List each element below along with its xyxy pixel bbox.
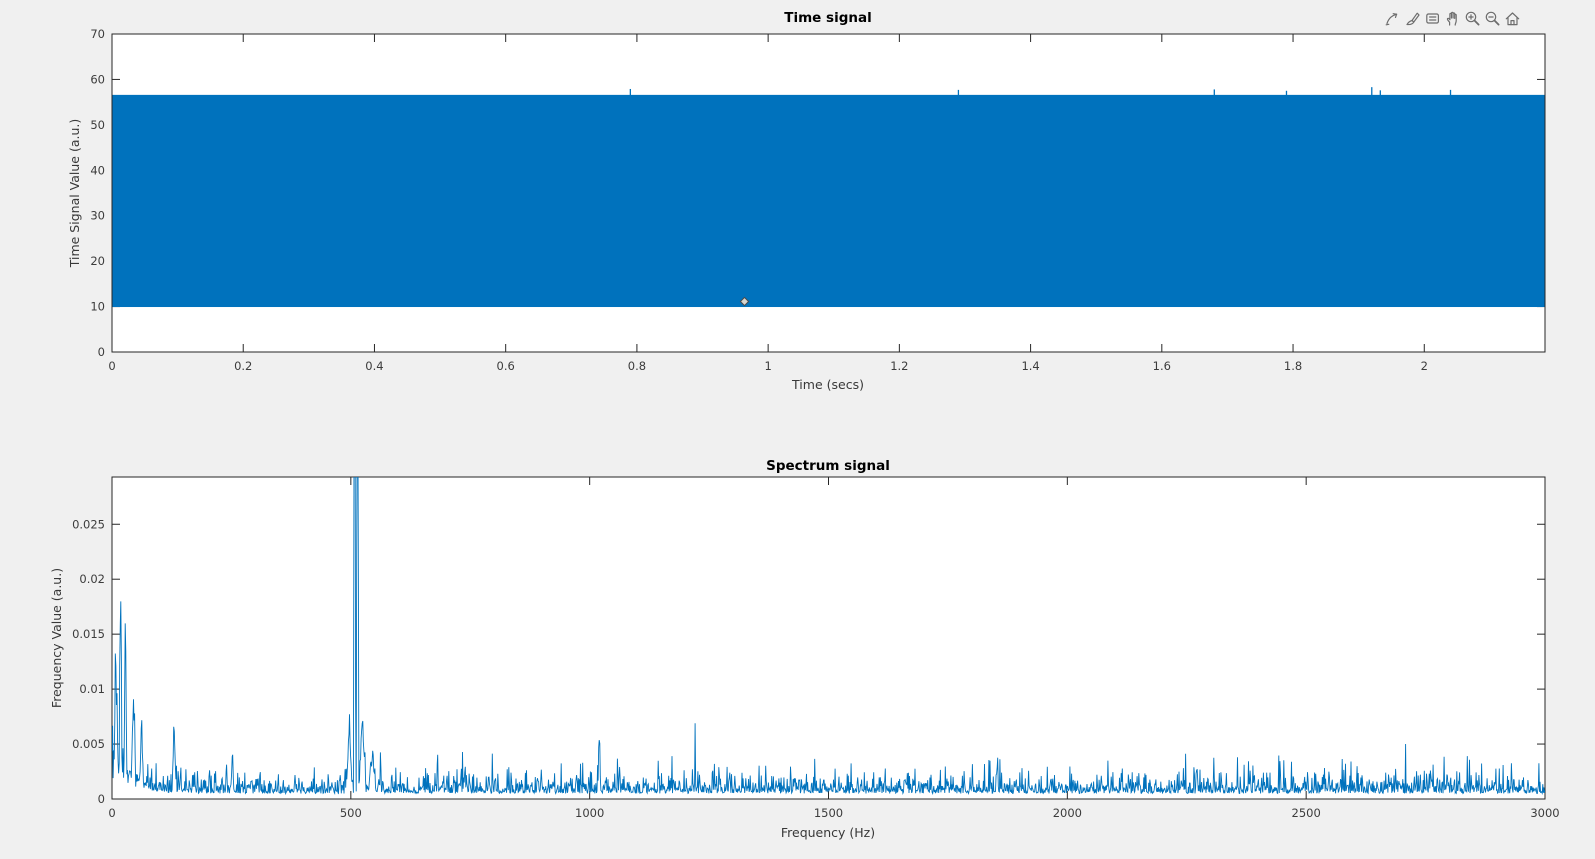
zoom-out-icon [1485, 11, 1499, 26]
time-x-axis-label: Time (secs) [791, 377, 864, 392]
axes-box [111, 476, 1546, 800]
time-y-axis-label: Time Signal Value (a.u.) [67, 119, 82, 269]
tick-labels: 0 0.2 0.4 0.6 0.8 1 1.2 1.4 1.6 1.8 20102030405060… [90, 27, 1428, 373]
y-tick-label: 0 [98, 792, 105, 806]
spectrum-y-axis-label: Frequency Value (a.u.) [49, 568, 64, 708]
time-signal-plot-area: 0 0.2 0.4 0.6 0.8 1 1.2 1.4 1.6 1.8 20102030405060… [90, 27, 1546, 373]
restore-view-button[interactable] [1503, 9, 1521, 28]
x-tick-label: 0.2 [234, 359, 252, 373]
y-tick-label: 0.005 [72, 737, 105, 751]
pan-button[interactable] [1443, 9, 1461, 28]
y-tick-label: 10 [90, 300, 105, 314]
x-tick-label: 0.6 [497, 359, 515, 373]
time-signal-spikes [629, 87, 1452, 96]
x-tick-label: 500 [340, 806, 362, 820]
spectrum-line [112, 477, 1545, 796]
brush-icon [1405, 12, 1420, 26]
y-tick-label: 0.025 [72, 517, 105, 531]
y-tick-label: 20 [90, 254, 105, 268]
y-tick-label: 60 [90, 72, 105, 86]
y-tick-label: 70 [90, 27, 105, 41]
data-tips-icon [1425, 13, 1439, 24]
y-tick-label: 50 [90, 118, 105, 132]
y-tick-label: 0.01 [79, 682, 105, 696]
y-tick-label: 30 [90, 209, 105, 223]
spectrum-signal-chart[interactable]: 0 500 1000 1500 2000 2500 3000 0 0.005 0.01 0.015 0… [0, 440, 1595, 859]
y-tick-label: 0 [98, 345, 105, 359]
pan-icon [1446, 11, 1457, 26]
x-tick-label: 1500 [814, 806, 843, 820]
x-tick-label: 2000 [1053, 806, 1082, 820]
axes-box [111, 33, 1546, 353]
spectrum-chart-title: Spectrum signal [766, 458, 890, 474]
x-tick-label: 2 [1421, 359, 1428, 373]
x-tick-label: 3000 [1530, 806, 1559, 820]
zoom-in-icon [1465, 11, 1479, 26]
y-tick-label: 0.015 [72, 627, 105, 641]
axes-toolbar [1383, 8, 1521, 29]
export-icon [1385, 13, 1397, 26]
export-button[interactable] [1383, 9, 1401, 28]
brush-button[interactable] [1403, 9, 1421, 28]
x-tick-label: 1.4 [1021, 359, 1039, 373]
tick-labels: 0 500 1000 1500 2000 2500 3000 0 0.005 0.01 0.015 0… [72, 517, 1560, 820]
x-tick-label: 0.8 [628, 359, 646, 373]
x-tick-label: 1 [764, 359, 771, 373]
time-signal-chart[interactable]: 0 0.2 0.4 0.6 0.8 1 1.2 1.4 1.6 1.8 20102030405060… [0, 0, 1595, 440]
x-tick-label: 1.8 [1284, 359, 1302, 373]
x-tick-label: 1.6 [1153, 359, 1171, 373]
x-tick-label: 1000 [575, 806, 604, 820]
x-tick-label: 2500 [1292, 806, 1321, 820]
data-tips-button[interactable] [1423, 9, 1441, 28]
time-signal-band [112, 94, 1545, 308]
spectrum-plot-area: 0 500 1000 1500 2000 2500 3000 0 0.005 0.01 0.015 0… [72, 476, 1560, 820]
x-tick-label: 0 [108, 806, 115, 820]
zoom-out-button[interactable] [1483, 9, 1501, 28]
y-tick-label: 40 [90, 163, 105, 177]
spectrum-x-axis-label: Frequency (Hz) [781, 825, 875, 840]
y-tick-label: 0.02 [79, 572, 105, 586]
home-icon [1505, 12, 1519, 26]
time-chart-title: Time signal [784, 10, 871, 26]
x-tick-label: 0 [108, 359, 115, 373]
axes-background [112, 477, 1545, 799]
x-tick-label: 1.2 [890, 359, 908, 373]
x-tick-label: 0.4 [365, 359, 383, 373]
zoom-in-button[interactable] [1463, 9, 1481, 28]
